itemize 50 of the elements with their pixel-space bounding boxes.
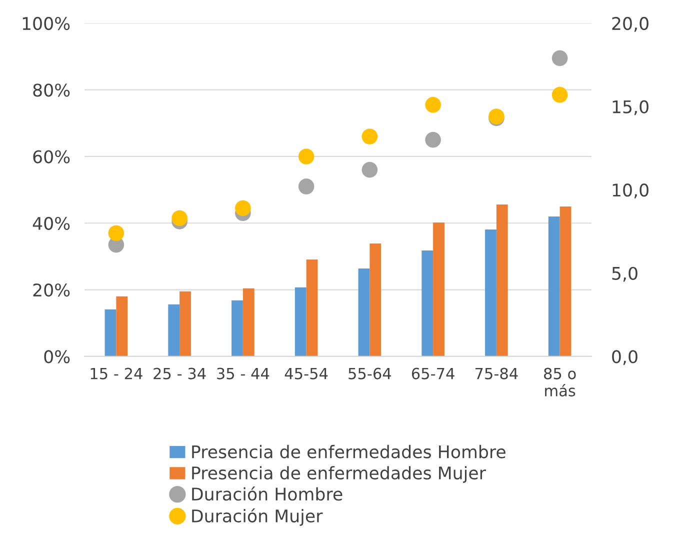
bar (104, 309, 116, 356)
y2-tick-label: 20,0 (612, 16, 648, 32)
y-tick-label: 20% (33, 283, 70, 297)
point (425, 132, 441, 148)
bar (306, 259, 318, 356)
bar (433, 222, 444, 356)
y-tick-label: 60% (33, 150, 70, 164)
x-tick-label: 65-74 (412, 368, 454, 380)
point (552, 50, 568, 66)
bar (232, 300, 243, 356)
legend-label: Duración Mujer (192, 508, 323, 526)
point (362, 128, 378, 144)
y-tick-label: 100% (22, 16, 70, 30)
y-tick-label: 0% (44, 350, 70, 364)
y-tick-label: 40% (32, 216, 70, 230)
x-tick-label: 35 - 44 (217, 368, 270, 380)
bar (294, 287, 306, 356)
y-tick-label: 80% (33, 84, 70, 97)
x-tick-label: 75-84 (475, 368, 518, 380)
point (298, 178, 314, 194)
point (172, 210, 188, 226)
bar (548, 216, 560, 356)
bar (370, 243, 382, 356)
x-tick-label: 15 - 24 (90, 368, 142, 380)
y2-tick-label: 5,0 (612, 266, 638, 282)
bar (560, 206, 572, 356)
x-tick-label: 55-64 (348, 368, 392, 380)
x-tick-label: 25 - 34 (154, 368, 206, 380)
bar (358, 268, 370, 356)
y2-tick-label: 0,0 (612, 350, 638, 366)
legend-label: Duración Hombre (192, 486, 342, 501)
x-tick-label: 85 o más (544, 368, 576, 396)
point (552, 86, 568, 103)
point (298, 148, 314, 164)
y2-tick-label: 15,0 (612, 100, 648, 116)
bar (496, 204, 508, 356)
point (425, 96, 441, 113)
x-tick-label: 45-54 (284, 368, 328, 380)
y2-tick-label: 10,0 (612, 184, 648, 198)
point (108, 225, 124, 242)
bar (168, 304, 180, 356)
bar (242, 288, 254, 356)
legend-label: Presencia de enfermedades Mujer (192, 466, 486, 483)
point (362, 162, 378, 178)
legend-label: Presencia de enfermedades Hombre (192, 444, 506, 458)
bar (422, 250, 434, 356)
point (235, 200, 251, 216)
bar (116, 296, 128, 356)
bar (485, 229, 496, 356)
bar (180, 291, 191, 356)
